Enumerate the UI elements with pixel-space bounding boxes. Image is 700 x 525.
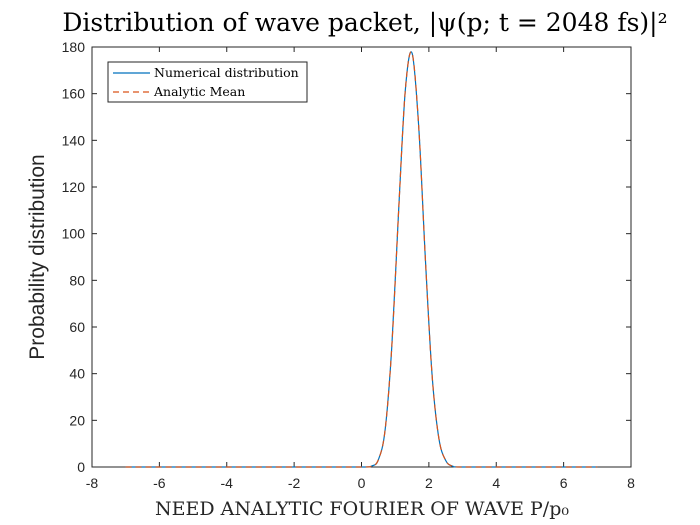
x-tick-label: -2 [288, 475, 301, 491]
y-tick-label: 0 [77, 459, 85, 475]
chart-title: Distribution of wave packet, |ψ(p; t = 2… [62, 8, 667, 38]
y-tick-label: 100 [62, 226, 86, 242]
series-line-analytic [125, 51, 598, 468]
plot-area [91, 46, 632, 468]
y-tick-label: 180 [62, 39, 86, 55]
legend-label-numerical: Numerical distribution [154, 65, 299, 80]
x-tick-label: 2 [425, 475, 433, 491]
y-tick-label: 60 [69, 319, 85, 335]
x-tick-label: 4 [492, 475, 500, 491]
y-tick-label: 80 [69, 272, 85, 288]
series-lines [125, 51, 598, 468]
x-tick-label: -4 [221, 475, 234, 491]
x-tick-label: 6 [560, 475, 568, 491]
y-tick-label: 20 [69, 412, 85, 428]
y-tick-label: 160 [62, 86, 86, 102]
y-tick-label: 120 [62, 179, 86, 195]
legend-label-analytic: Analytic Mean [153, 84, 245, 99]
legend-box [107, 61, 308, 103]
x-tick-label: 8 [627, 475, 635, 491]
x-tick-label: 0 [358, 475, 366, 491]
y-tick-label: 40 [69, 366, 85, 382]
x-axis-label: NEED ANALYTIC FOURIER OF WAVE P/p₀ [155, 498, 569, 520]
y-axis-label: Probability distribution [26, 154, 49, 359]
y-tick-label: 140 [62, 132, 86, 148]
legend: Numerical distribution Analytic Mean [107, 61, 308, 103]
x-tick-label: -6 [153, 475, 166, 491]
x-tick-label: -8 [86, 475, 99, 491]
